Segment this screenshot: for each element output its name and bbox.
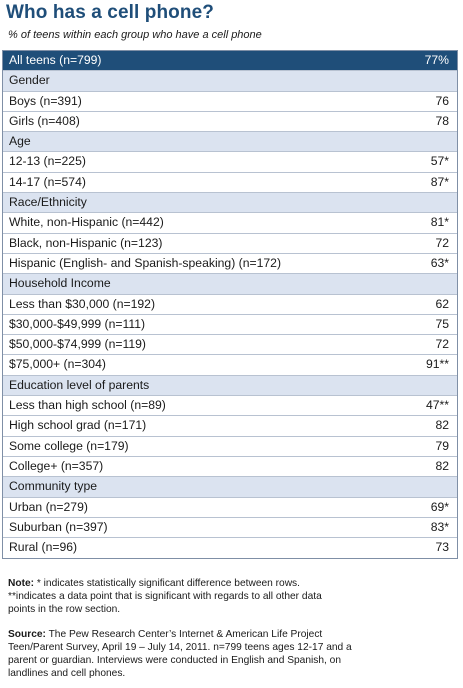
table-row: 14-17 (n=574) 87* [3, 172, 457, 194]
section-header-label: Education level of parents [9, 377, 150, 392]
table-row-label: $30,000-$49,999 (n=111) [9, 316, 146, 331]
note-label: Note: [8, 578, 35, 589]
source-line: Teen/Parent Survey, April 19 – July 14, … [8, 642, 352, 653]
source-line: parent or guardian. Interviews were cond… [8, 655, 341, 666]
total-row: All teens (n=799) 77% [3, 51, 457, 72]
table-row: Girls (n=408) 78 [3, 111, 457, 133]
section-header: Community type [3, 477, 457, 498]
table-row-value: 83* [430, 519, 449, 534]
table-row-label: Girls (n=408) [9, 113, 80, 128]
table-row-label: College+ (n=357) [9, 458, 104, 473]
table-row-value: 82 [435, 418, 449, 433]
table-row-label: Hispanic (English- and Spanish-speaking)… [9, 255, 281, 270]
table-row-value: 91** [425, 357, 449, 372]
table-row-value: 47** [425, 398, 449, 413]
table-row-label: $75,000+ (n=304) [9, 357, 106, 372]
table-row: 12-13 (n=225) 57* [3, 152, 457, 173]
section-header: Gender [3, 71, 457, 92]
section-header-label: Age [9, 134, 31, 149]
table-row-value: 78 [435, 113, 449, 128]
table-row-value: 82 [435, 458, 449, 473]
table-row-value: 87* [430, 174, 449, 189]
table-row-value: 72 [435, 235, 449, 250]
table-row: White, non-Hispanic (n=442) 81* [3, 213, 457, 234]
table-row: College+ (n=357) 82 [3, 456, 457, 478]
table-row-label: White, non-Hispanic (n=442) [9, 215, 164, 230]
source-line: The Pew Research Center’s Internet & Ame… [45, 629, 323, 640]
section-header-label: Gender [9, 73, 50, 88]
table-row-label: Some college (n=179) [9, 438, 129, 453]
table-row-label: Less than high school (n=89) [9, 398, 166, 413]
table-row-value: 63* [430, 255, 449, 270]
table-row: Suburban (n=397) 83* [3, 517, 457, 539]
table-row: Some college (n=179) 79 [3, 436, 457, 457]
total-row-label: All teens (n=799) [9, 53, 102, 67]
table-row-value: 57* [430, 154, 449, 169]
source-line: landlines and cell phones. [8, 668, 126, 679]
source-label: Source: [8, 629, 46, 640]
table-row-label: Black, non-Hispanic (n=123) [9, 235, 163, 250]
note-line: * indicates statistically significant di… [34, 578, 300, 589]
section-header: Household Income [3, 274, 457, 295]
table-row-label: Suburban (n=397) [9, 519, 108, 534]
table-row-value: 72 [435, 337, 449, 352]
total-row-value: 77% [424, 53, 449, 67]
section-header-label: Community type [9, 479, 98, 494]
table-row-label: 14-17 (n=574) [9, 174, 86, 189]
table-row: Black, non-Hispanic (n=123) 72 [3, 233, 457, 254]
note-line: points in the row section. [8, 604, 121, 615]
table-row-label: $50,000-$74,999 (n=119) [9, 337, 146, 352]
table-row-value: 76 [435, 93, 449, 108]
data-table: All teens (n=799) 77% Gender Boys (n=391) 76… [2, 50, 458, 560]
table-row-value: 73 [435, 540, 449, 555]
table-row: $30,000-$49,999 (n=111) 75 [3, 314, 457, 336]
chart-title: Who has a cell phone? [6, 2, 214, 23]
note-block: Note: * indicates statistically signific… [8, 577, 458, 616]
table-row: Hispanic (English- and Spanish-speaking)… [3, 253, 457, 275]
table-row-label: 12-13 (n=225) [9, 154, 86, 169]
section-header-label: Race/Ethnicity [9, 195, 87, 210]
table-row-value: 75 [435, 316, 449, 331]
table-row: Rural (n=96) 73 [3, 538, 457, 559]
table-row-value: 79 [435, 438, 449, 453]
table-row-label: Boys (n=391) [9, 93, 82, 108]
table-row-value: 62 [435, 296, 449, 311]
section-header: Race/Ethnicity [3, 193, 457, 214]
table-row-label: Rural (n=96) [9, 540, 78, 555]
table-row: Boys (n=391) 76 [3, 91, 457, 112]
source-block: Source: The Pew Research Center’s Intern… [8, 628, 458, 680]
section-header: Age [3, 132, 457, 153]
table-row-label: Urban (n=279) [9, 499, 88, 514]
table-row-label: High school grad (n=171) [9, 418, 147, 433]
table-row: High school grad (n=171) 82 [3, 416, 457, 437]
table-row: Less than high school (n=89) 47** [3, 396, 457, 417]
table-row-value: 81* [430, 215, 449, 230]
note-line: **indicates a data point that is signifi… [8, 591, 322, 602]
table-row: $75,000+ (n=304) 91** [3, 355, 457, 376]
chart-subtitle: % of teens within each group who have a … [8, 29, 262, 41]
table-row: Urban (n=279) 69* [3, 497, 457, 518]
table-row: $50,000-$74,999 (n=119) 72 [3, 335, 457, 356]
table-row-value: 69* [430, 499, 449, 514]
section-header: Education level of parents [3, 375, 457, 397]
table-row: Less than $30,000 (n=192) 62 [3, 294, 457, 315]
table-row-label: Less than $30,000 (n=192) [9, 296, 156, 311]
section-header-label: Household Income [9, 276, 111, 291]
